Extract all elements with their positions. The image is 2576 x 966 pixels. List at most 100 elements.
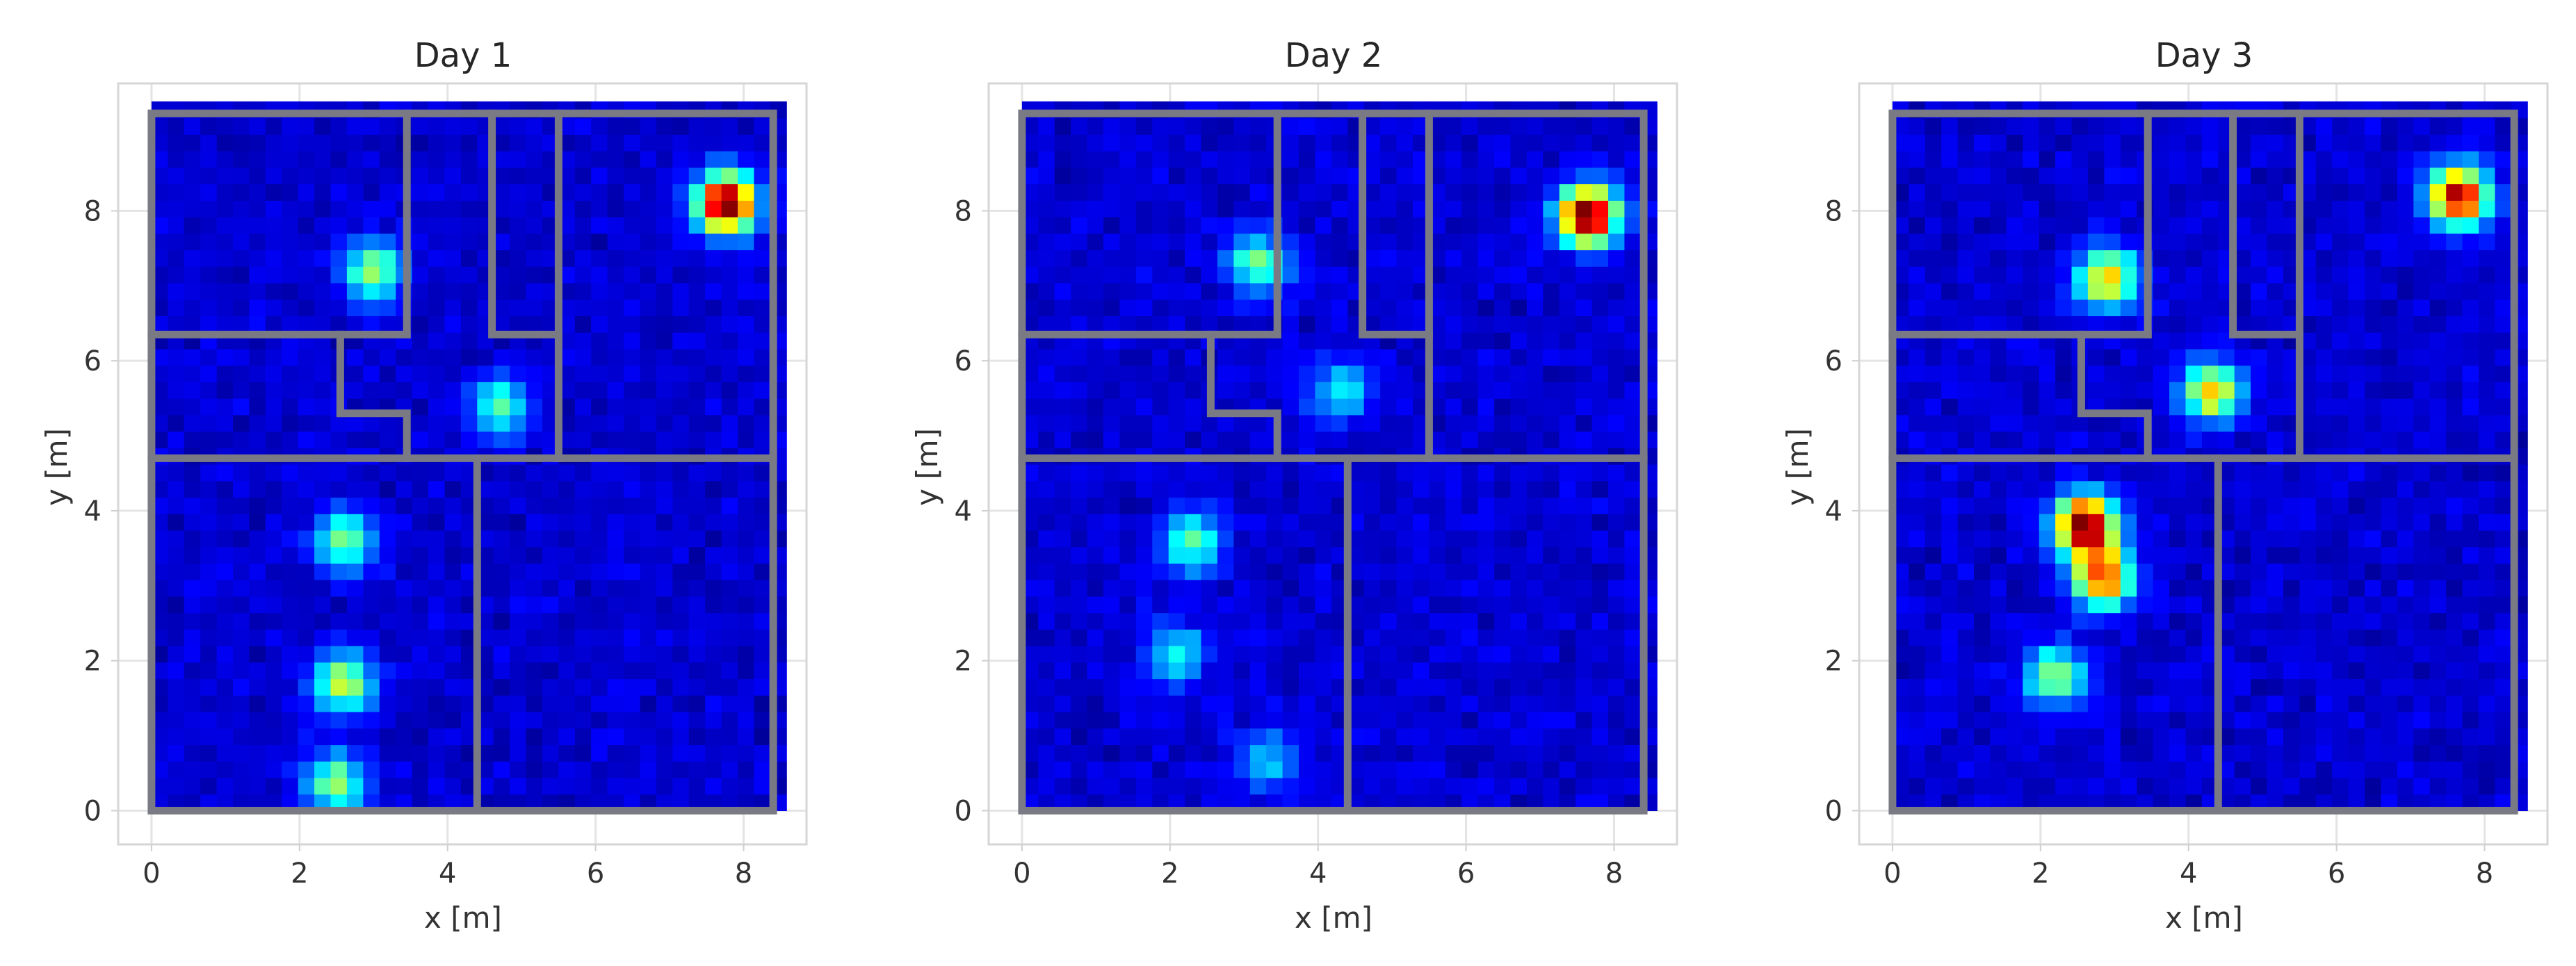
heatmap-cell	[1396, 530, 1413, 548]
heatmap-cell	[298, 629, 315, 646]
heatmap-cell	[1526, 283, 1544, 300]
heatmap-cell	[282, 563, 299, 580]
heatmap-cell	[184, 398, 201, 416]
heatmap-cell	[460, 414, 478, 432]
heatmap-cell	[607, 332, 624, 350]
heatmap-cell	[1591, 365, 1609, 382]
heatmap-cell	[428, 365, 445, 382]
heatmap-cell	[1249, 728, 1267, 746]
heatmap-cell	[1461, 728, 1479, 746]
heatmap-cell	[1363, 530, 1381, 548]
heatmap-cell	[1119, 348, 1137, 366]
heatmap-cell	[282, 299, 299, 316]
heatmap-cell	[1494, 580, 1512, 597]
heatmap-cell	[200, 200, 218, 218]
heatmap-cell	[379, 514, 396, 531]
heatmap-cell	[2381, 596, 2398, 614]
heatmap-cell	[1591, 761, 1609, 778]
heatmap-cell	[200, 382, 218, 399]
heatmap-cell	[233, 778, 250, 795]
heatmap-cell	[1990, 200, 2007, 218]
heatmap-cell	[330, 629, 348, 646]
heatmap-cell	[1990, 761, 2007, 778]
heatmap-cell	[2462, 348, 2479, 366]
heatmap-cell	[460, 233, 478, 251]
heatmap-cell	[1168, 646, 1185, 663]
heatmap-cell	[428, 283, 445, 300]
heatmap-cell	[574, 612, 592, 630]
heatmap-cell	[2120, 744, 2137, 762]
heatmap-cell	[721, 678, 738, 696]
heatmap-cell	[2104, 778, 2121, 795]
heatmap-cell	[2104, 596, 2121, 614]
heatmap-cell	[412, 299, 429, 316]
heatmap-cell	[2348, 134, 2365, 152]
heatmap-cell	[2267, 414, 2284, 432]
heatmap-cell	[640, 134, 657, 152]
heatmap-cell	[607, 316, 624, 333]
heatmap-cell	[493, 414, 510, 432]
heatmap-cell	[1575, 299, 1593, 316]
heatmap-cell	[1608, 414, 1625, 432]
heatmap-cell	[2055, 546, 2073, 564]
heatmap-cell	[640, 183, 657, 201]
heatmap-cell	[2006, 200, 2023, 218]
heatmap-cell	[526, 712, 543, 729]
heatmap-cell	[2201, 249, 2219, 267]
heatmap-cell	[265, 596, 282, 614]
heatmap-cell	[1152, 662, 1169, 680]
wall	[1206, 330, 1281, 462]
heatmap-cell	[2006, 414, 2023, 432]
heatmap-cell	[1494, 151, 1512, 168]
heatmap-cell	[379, 283, 396, 300]
heatmap-cell	[1347, 414, 1365, 432]
heatmap-cell	[1559, 365, 1576, 382]
heatmap-cell	[412, 546, 429, 564]
heatmap-cell	[1494, 266, 1512, 284]
heatmap-cell	[1363, 233, 1381, 251]
heatmap-cell	[2039, 546, 2056, 564]
heatmap-cell	[2104, 695, 2121, 712]
heatmap-cell	[298, 678, 315, 696]
heatmap-cell	[721, 612, 738, 630]
heatmap-cell	[656, 563, 673, 580]
heatmap-cell	[2104, 316, 2121, 333]
heatmap-cell	[607, 348, 624, 366]
heatmap-cell	[444, 712, 462, 729]
heatmap-cell	[428, 183, 445, 201]
heatmap-cell	[1266, 580, 1283, 597]
heatmap-cell	[216, 134, 234, 152]
heatmap-cell	[1185, 563, 1202, 580]
heatmap-cell	[1315, 398, 1332, 416]
heatmap-cell	[1559, 712, 1576, 729]
heatmap-cell	[1103, 167, 1120, 185]
heatmap-cell	[1087, 695, 1104, 712]
heatmap-cell	[1494, 728, 1512, 746]
heatmap-cell	[1119, 662, 1137, 680]
heatmap-cell	[2332, 117, 2349, 135]
heatmap-cell	[705, 183, 722, 201]
heatmap-cell	[721, 414, 738, 432]
heatmap-cell	[330, 712, 348, 729]
heatmap-cell	[1282, 596, 1299, 614]
heatmap-cell	[2429, 382, 2447, 399]
heatmap-cell	[1087, 167, 1104, 185]
heatmap-cell	[200, 299, 218, 316]
heatmap-cell	[574, 546, 592, 564]
heatmap-cell	[1543, 530, 1560, 548]
heatmap-cell	[1624, 629, 1642, 646]
heatmap-cell	[265, 580, 282, 597]
heatmap-cell	[428, 629, 445, 646]
y-tick-label: 4	[955, 496, 972, 527]
heatmap-cell	[1380, 200, 1398, 218]
heatmap-cell	[2462, 217, 2479, 234]
heatmap-cell	[1168, 514, 1185, 531]
heatmap-cell	[1315, 678, 1332, 696]
heatmap-cell	[1087, 646, 1104, 663]
heatmap-cell	[640, 497, 657, 514]
heatmap-cell	[1103, 712, 1120, 729]
heatmap-cell	[2299, 695, 2317, 712]
heatmap-cell	[705, 497, 722, 514]
heatmap-cell	[1445, 514, 1462, 531]
heatmap-cell	[2315, 348, 2333, 366]
